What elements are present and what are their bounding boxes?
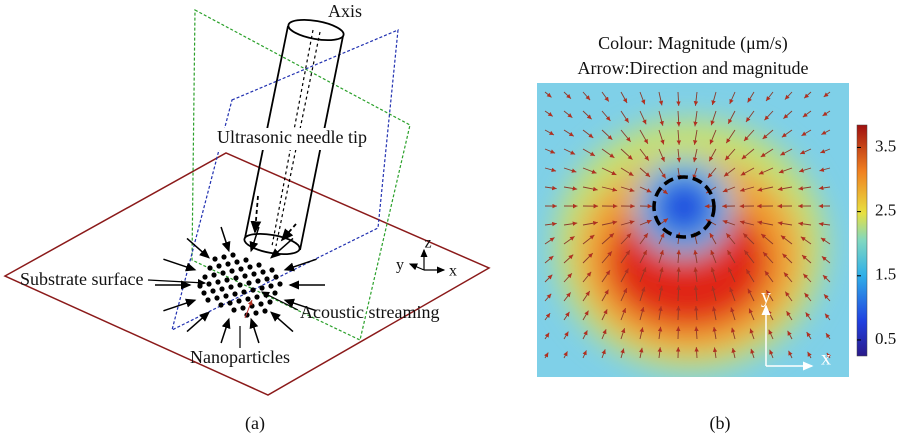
caption-a: (a)	[245, 413, 265, 434]
particle	[231, 307, 236, 312]
particle	[260, 269, 265, 274]
particle	[241, 289, 246, 294]
particle	[245, 296, 250, 301]
panel-a	[5, 10, 489, 395]
particle	[207, 265, 212, 270]
particle	[215, 279, 220, 284]
particle	[251, 271, 256, 276]
particle	[233, 275, 238, 280]
particle	[229, 268, 234, 273]
particle	[254, 294, 259, 299]
label-needle: Ultrasonic needle tip	[217, 127, 367, 147]
particle	[268, 283, 273, 288]
particle	[267, 299, 272, 304]
particle	[210, 288, 215, 293]
stream-arrow	[285, 259, 317, 270]
particle	[212, 256, 217, 261]
particle	[206, 281, 211, 286]
particle	[259, 285, 264, 290]
particle	[205, 297, 210, 302]
particle	[240, 305, 245, 310]
stream-arrow	[251, 227, 259, 251]
label-axis: Axis	[328, 1, 362, 21]
stream-arrow	[221, 227, 229, 251]
particle	[218, 302, 223, 307]
particle	[272, 290, 277, 295]
plane-xz	[192, 10, 410, 340]
particle	[277, 281, 282, 286]
particle	[234, 259, 239, 264]
particle	[202, 274, 207, 279]
particle	[230, 252, 235, 257]
caption-b: (b)	[710, 413, 731, 434]
particle	[228, 284, 233, 289]
colorbar-tick-label: 1.5	[875, 265, 896, 284]
axis-x-b: x	[821, 348, 831, 370]
stream-arrow	[187, 238, 209, 257]
particle	[250, 287, 255, 292]
particle	[197, 283, 202, 288]
stream-arrow	[271, 312, 293, 331]
axes-triad	[410, 250, 444, 270]
particle	[256, 262, 261, 267]
heatmap	[537, 83, 849, 377]
leader	[262, 292, 298, 310]
axis-y: y	[396, 257, 404, 274]
stream-arrow	[163, 300, 195, 311]
stream-arrow	[251, 319, 259, 343]
particle	[264, 276, 269, 281]
label-streaming: Acoustic streaming	[300, 302, 439, 322]
particle	[223, 293, 228, 298]
particle	[220, 270, 225, 275]
particle	[243, 257, 248, 262]
particle	[258, 301, 263, 306]
figure: Axis Ultrasonic needle tip Substrate sur…	[0, 0, 907, 440]
leader	[148, 280, 205, 283]
particle	[242, 273, 247, 278]
axis-y-b: y	[761, 286, 771, 308]
particle	[253, 310, 258, 315]
nanoparticles	[197, 252, 282, 317]
particle	[237, 282, 242, 287]
colorbar-tick-label: 0.5	[875, 329, 896, 348]
particle	[247, 264, 252, 269]
axis-z: z	[424, 235, 431, 252]
particle	[219, 286, 224, 291]
subtitle-b: Arrow:Direction and magnitude	[578, 58, 809, 78]
axis-x: x	[449, 263, 457, 280]
particle	[262, 308, 267, 313]
title-b: Colour: Magnitude (μm/s)	[598, 33, 788, 54]
particle	[221, 254, 226, 259]
label-nanoparticles: Nanoparticles	[190, 347, 290, 367]
colorbar	[857, 125, 867, 356]
particle	[269, 267, 274, 272]
flow-arrow	[678, 306, 679, 320]
particle	[255, 278, 260, 283]
colorbar-tick-label: 3.5	[875, 136, 896, 155]
stream-arrow	[187, 312, 209, 331]
label-substrate: Substrate surface	[20, 269, 143, 289]
particle	[225, 261, 230, 266]
particle	[273, 274, 278, 279]
stream-arrow	[221, 319, 229, 343]
particle	[236, 298, 241, 303]
particle	[214, 295, 219, 300]
particle	[232, 291, 237, 296]
particle	[238, 266, 243, 271]
particle	[227, 300, 232, 305]
particle	[216, 263, 221, 268]
colorbar-tick-label: 2.5	[875, 201, 896, 220]
particle	[201, 290, 206, 295]
particle	[246, 280, 251, 285]
particle	[224, 277, 229, 282]
particle	[211, 272, 216, 277]
